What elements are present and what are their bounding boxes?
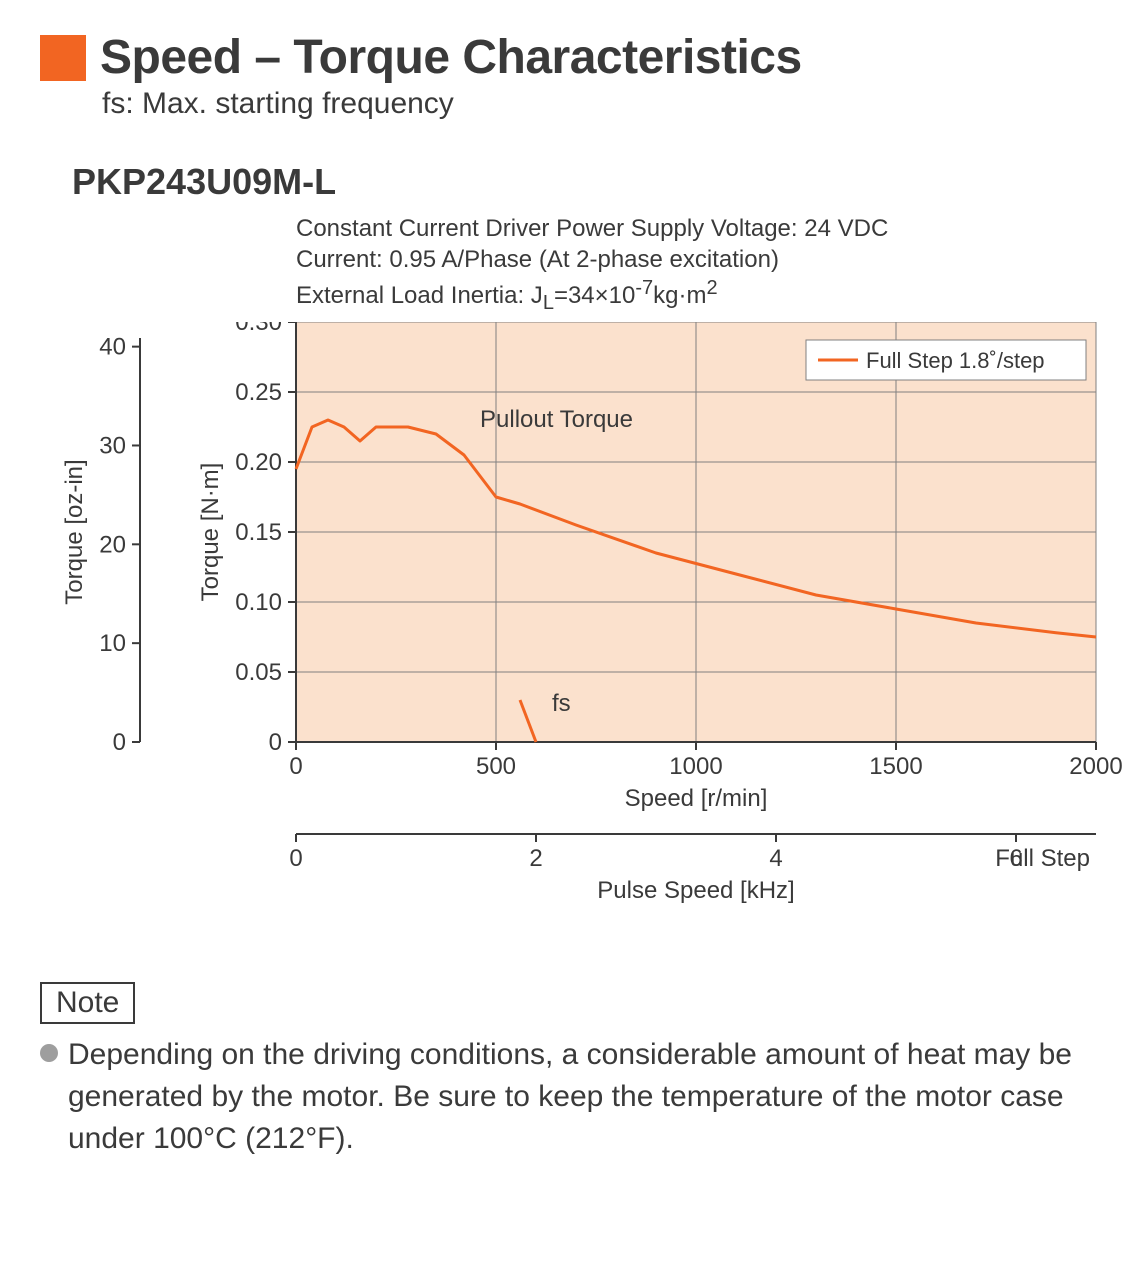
pullout-torque-label: Pullout Torque: [480, 406, 633, 433]
x2-tail-label: Full Step: [995, 845, 1090, 872]
note-label: Note: [40, 982, 135, 1024]
svg-text:0.15: 0.15: [235, 519, 282, 546]
svg-text:0: 0: [289, 753, 302, 780]
driver-line-1: Constant Current Driver Power Supply Vol…: [296, 213, 1101, 244]
svg-text:20: 20: [99, 531, 126, 558]
svg-text:2000: 2000: [1069, 753, 1122, 780]
driver-line-3: External Load Inertia: JL=34×10-7kg·m2: [296, 275, 1101, 316]
svg-text:10: 10: [99, 630, 126, 657]
svg-text:0.05: 0.05: [235, 659, 282, 686]
fs-label: fs: [552, 690, 571, 717]
svg-text:40: 40: [99, 334, 126, 361]
svg-text:0.30: 0.30: [235, 322, 282, 336]
svg-text:500: 500: [476, 753, 516, 780]
bullet-icon: [40, 1044, 58, 1062]
svg-text:0.10: 0.10: [235, 589, 282, 616]
note-text: Depending on the driving conditions, a c…: [68, 1034, 1101, 1160]
x-axis-pulse-label: Pulse Speed [kHz]: [597, 877, 794, 904]
svg-text:2: 2: [529, 845, 542, 872]
svg-text:30: 30: [99, 433, 126, 460]
header-accent-square: [40, 35, 86, 81]
svg-text:0: 0: [269, 729, 282, 756]
svg-text:4: 4: [769, 845, 782, 872]
page-subtitle: fs: Max. starting frequency: [102, 87, 1101, 121]
svg-text:0.20: 0.20: [235, 449, 282, 476]
page-header: Speed – Torque Characteristics: [40, 30, 1101, 85]
svg-text:0.25: 0.25: [235, 379, 282, 406]
y-axis-nm-label: Torque [N·m]: [197, 463, 224, 602]
note-section: Note Depending on the driving conditions…: [40, 982, 1101, 1160]
model-number: PKP243U09M-L: [72, 161, 1101, 203]
svg-text:0: 0: [113, 729, 126, 756]
speed-torque-chart: Full Step 1.8˚/step Pullout Torque fs 0 0.05…: [40, 322, 1101, 922]
y-axis-oz-label: Torque [oz-in]: [61, 459, 88, 604]
svg-text:0: 0: [289, 845, 302, 872]
page-title: Speed – Torque Characteristics: [100, 30, 802, 85]
x-axis-speed-label: Speed [r/min]: [625, 785, 768, 812]
driver-conditions: Constant Current Driver Power Supply Vol…: [296, 213, 1101, 316]
chart-svg: Full Step 1.8˚/step Pullout Torque fs 0 0.05…: [40, 322, 1140, 922]
legend-label: Full Step 1.8˚/step: [866, 348, 1045, 373]
svg-text:1500: 1500: [869, 753, 922, 780]
driver-line-2: Current: 0.95 A/Phase (At 2-phase excita…: [296, 244, 1101, 275]
svg-text:1000: 1000: [669, 753, 722, 780]
